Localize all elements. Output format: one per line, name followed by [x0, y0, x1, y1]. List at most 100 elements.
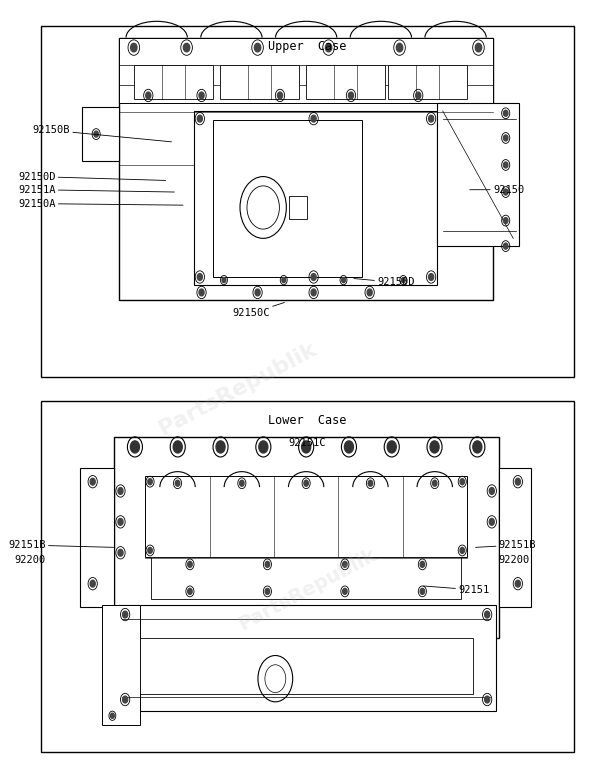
- Text: 92150D: 92150D: [354, 278, 415, 287]
- Bar: [102, 605, 140, 725]
- Circle shape: [430, 441, 439, 453]
- Bar: [151, 556, 461, 599]
- Circle shape: [503, 162, 508, 168]
- Circle shape: [282, 278, 286, 282]
- Circle shape: [397, 44, 403, 52]
- Circle shape: [302, 441, 311, 453]
- Text: 92200: 92200: [14, 555, 46, 566]
- Text: 92150C: 92150C: [232, 303, 284, 318]
- Circle shape: [428, 115, 434, 122]
- Circle shape: [90, 478, 95, 485]
- Circle shape: [485, 612, 490, 618]
- Circle shape: [130, 441, 139, 453]
- Circle shape: [460, 478, 464, 485]
- Circle shape: [197, 115, 202, 122]
- Text: 92150: 92150: [470, 184, 524, 194]
- Bar: [80, 468, 113, 607]
- Circle shape: [199, 92, 204, 99]
- Circle shape: [503, 189, 508, 195]
- Circle shape: [199, 289, 204, 296]
- Circle shape: [216, 441, 225, 453]
- Circle shape: [188, 562, 192, 567]
- Circle shape: [265, 562, 269, 567]
- Circle shape: [304, 480, 308, 486]
- Circle shape: [188, 588, 192, 594]
- Bar: [194, 111, 437, 285]
- Circle shape: [503, 218, 508, 223]
- Circle shape: [489, 488, 494, 494]
- Bar: [437, 103, 519, 246]
- Text: Lower  Case: Lower Case: [268, 415, 347, 427]
- Circle shape: [420, 562, 425, 567]
- Bar: [145, 475, 467, 556]
- Bar: [134, 65, 213, 100]
- Text: 92151: 92151: [424, 585, 490, 595]
- Circle shape: [515, 580, 520, 587]
- Circle shape: [311, 274, 316, 280]
- Circle shape: [118, 488, 123, 494]
- Circle shape: [433, 480, 437, 486]
- Circle shape: [173, 441, 182, 453]
- Bar: [113, 437, 499, 638]
- Circle shape: [255, 289, 260, 296]
- Bar: [289, 196, 307, 219]
- Circle shape: [485, 696, 490, 703]
- Bar: [116, 605, 496, 711]
- Text: PartsRepublik: PartsRepublik: [156, 339, 320, 439]
- Bar: [499, 468, 530, 607]
- Circle shape: [401, 278, 405, 282]
- Circle shape: [344, 441, 353, 453]
- Circle shape: [148, 548, 152, 553]
- Bar: [41, 26, 574, 377]
- Circle shape: [277, 92, 283, 99]
- Bar: [41, 401, 574, 752]
- Text: Upper  Case: Upper Case: [268, 40, 347, 53]
- Circle shape: [118, 549, 123, 556]
- Circle shape: [343, 588, 347, 594]
- Text: 92150D: 92150D: [18, 172, 166, 181]
- Bar: [220, 65, 299, 100]
- Bar: [388, 65, 467, 100]
- Circle shape: [475, 44, 482, 52]
- Circle shape: [343, 562, 347, 567]
- Circle shape: [254, 44, 261, 52]
- Circle shape: [122, 612, 128, 618]
- Circle shape: [146, 92, 151, 99]
- Circle shape: [349, 92, 353, 99]
- Circle shape: [239, 480, 244, 486]
- Circle shape: [259, 441, 268, 453]
- Circle shape: [175, 480, 180, 486]
- Bar: [119, 37, 493, 103]
- Text: 92150A: 92150A: [18, 198, 183, 209]
- Circle shape: [387, 441, 396, 453]
- Circle shape: [131, 44, 137, 52]
- Circle shape: [367, 289, 372, 296]
- Text: PartsRepublik: PartsRepublik: [235, 545, 380, 634]
- Circle shape: [341, 278, 346, 282]
- Circle shape: [416, 92, 421, 99]
- Circle shape: [118, 518, 123, 525]
- Bar: [213, 120, 362, 277]
- Circle shape: [122, 696, 128, 703]
- Circle shape: [197, 274, 202, 280]
- Circle shape: [222, 278, 226, 282]
- Text: 92151B: 92151B: [476, 540, 536, 550]
- Circle shape: [90, 580, 95, 587]
- Bar: [140, 639, 473, 694]
- Circle shape: [368, 480, 373, 486]
- Circle shape: [515, 478, 520, 485]
- Bar: [306, 65, 385, 100]
- Circle shape: [428, 274, 434, 280]
- Circle shape: [311, 115, 316, 122]
- Circle shape: [148, 478, 152, 485]
- Circle shape: [503, 110, 508, 116]
- Circle shape: [110, 713, 114, 718]
- Circle shape: [325, 44, 332, 52]
- Circle shape: [489, 518, 494, 525]
- Bar: [82, 107, 119, 161]
- Bar: [119, 37, 493, 300]
- Circle shape: [265, 588, 269, 594]
- Text: 92150B: 92150B: [32, 125, 172, 142]
- Circle shape: [503, 243, 508, 249]
- Circle shape: [503, 135, 508, 141]
